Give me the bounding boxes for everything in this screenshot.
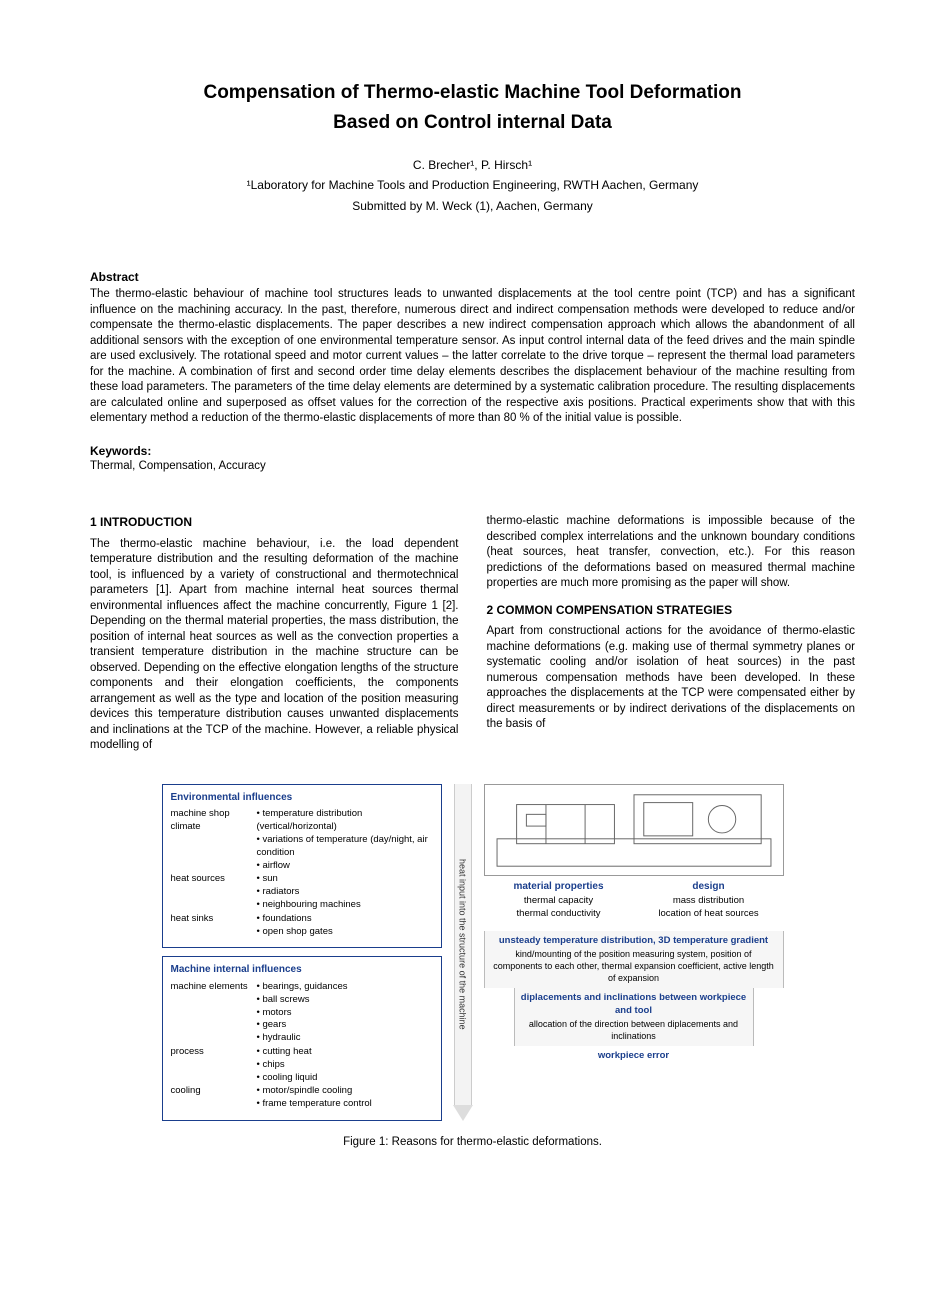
machine-internal-influences-panel: Machine internal influences machine elem… <box>162 956 442 1121</box>
panel-item: cutting heat <box>257 1046 433 1059</box>
heat-input-arrow: heat input into the structure of the mac… <box>452 784 474 1121</box>
panel-item: motor/spindle cooling <box>257 1085 433 1098</box>
panel-row: heat sourcessunradiatorsneighbouring mac… <box>171 873 433 911</box>
design-properties: design mass distribution location of hea… <box>634 880 784 921</box>
panel-item: temperature distribution (vertical/horiz… <box>257 808 433 834</box>
section-2-body: Apart from constructional actions for th… <box>487 624 856 733</box>
funnel-layer-head: diplacements and inclinations between wo… <box>521 992 747 1018</box>
properties-row: material properties thermal capacity the… <box>484 880 784 921</box>
paper-title-line2: Based on Control internal Data <box>90 110 855 136</box>
column-left: 1 INTRODUCTION The thermo-elastic machin… <box>90 514 459 763</box>
panel-row-label: heat sinks <box>171 913 249 939</box>
keywords-body: Thermal, Compensation, Accuracy <box>90 459 855 475</box>
funnel-layer-head: unsteady temperature distribution, 3D te… <box>491 935 777 948</box>
material-prop-line1: thermal capacity <box>488 895 630 908</box>
panel-item: sun <box>257 873 433 886</box>
section-1-heading: 1 INTRODUCTION <box>90 514 459 530</box>
panel-row: heat sinks foundationsopen shop gates <box>171 913 433 939</box>
design-prop-line2: location of heat sources <box>638 908 780 921</box>
panel-item: motors <box>257 1007 433 1020</box>
panel-row-items: cutting heatchipscooling liquid <box>257 1046 433 1084</box>
panel-item: cooling liquid <box>257 1072 433 1085</box>
panel-item: radiators <box>257 886 433 899</box>
panel-item: neighbouring machines <box>257 899 433 912</box>
panel-item: ball screws <box>257 994 433 1007</box>
figure-1: Environmental influences machine shop cl… <box>90 784 855 1151</box>
panel-item: frame temperature control <box>257 1098 433 1111</box>
affiliation: ¹Laboratory for Machine Tools and Produc… <box>90 177 855 193</box>
paper-title-line1: Compensation of Thermo-elastic Machine T… <box>90 80 855 106</box>
funnel-layer: unsteady temperature distribution, 3D te… <box>484 931 784 988</box>
panel-row-items: motor/spindle coolingframe temperature c… <box>257 1085 433 1111</box>
figure-right-panels: material properties thermal capacity the… <box>484 784 784 1121</box>
abstract-heading: Abstract <box>90 269 855 285</box>
col2-continuation: thermo-elastic machine deformations is i… <box>487 514 856 592</box>
panel-item: bearings, guidances <box>257 981 433 994</box>
panel-item: open shop gates <box>257 926 433 939</box>
panel-row-items: temperature distribution (vertical/horiz… <box>257 808 433 872</box>
keywords-heading: Keywords: <box>90 443 855 459</box>
panel-item: airflow <box>257 860 433 873</box>
abstract-body: The thermo-elastic behaviour of machine … <box>90 287 855 427</box>
funnel-layer-body: allocation of the direction between dipl… <box>521 1018 747 1042</box>
design-prop-head: design <box>638 880 780 894</box>
panel-item: gears <box>257 1019 433 1032</box>
panel-row-items: sunradiatorsneighbouring machines <box>257 873 433 911</box>
panel-row-label: machine shop climate <box>171 808 249 872</box>
panel-row-items: bearings, guidancesball screwsmotorsgear… <box>257 981 433 1045</box>
figure-left-panels: Environmental influences machine shop cl… <box>162 784 442 1121</box>
panel-item: chips <box>257 1059 433 1072</box>
panel-row-label: cooling <box>171 1085 249 1111</box>
panel-row: machine elementsbearings, guidancesball … <box>171 981 433 1045</box>
heat-input-label: heat input into the structure of the mac… <box>456 859 468 1030</box>
panel-row-label: machine elements <box>171 981 249 1045</box>
figure-1-caption: Figure 1: Reasons for thermo-elastic def… <box>90 1135 855 1151</box>
panel-row: machine shop climate temperature distribu… <box>171 808 433 872</box>
funnel-diagram: unsteady temperature distribution, 3D te… <box>484 931 784 1121</box>
section-2-heading: 2 COMMON COMPENSATION STRATEGIES <box>487 602 856 618</box>
column-right: thermo-elastic machine deformations is i… <box>487 514 856 763</box>
authors: C. Brecher¹, P. Hirsch¹ <box>90 157 855 173</box>
material-prop-line2: thermal conductivity <box>488 908 630 921</box>
design-prop-line1: mass distribution <box>638 895 780 908</box>
submitted-by: Submitted by M. Weck (1), Aachen, German… <box>90 198 855 214</box>
two-column-body: 1 INTRODUCTION The thermo-elastic machin… <box>90 514 855 763</box>
material-prop-head: material properties <box>488 880 630 894</box>
funnel-layer-body: kind/mounting of the position measuring … <box>491 948 777 984</box>
env-panel-title: Environmental influences <box>171 791 433 805</box>
funnel-layer: diplacements and inclinations between wo… <box>514 988 754 1046</box>
panel-item: variations of temperature (day/night, ai… <box>257 834 433 860</box>
panel-row-label: process <box>171 1046 249 1084</box>
material-properties: material properties thermal capacity the… <box>484 880 634 921</box>
machine-illustration <box>484 784 784 876</box>
panel-row: cooling motor/spindle coolingframe temper… <box>171 1085 433 1111</box>
panel-row-items: foundationsopen shop gates <box>257 913 433 939</box>
machine-icon <box>485 785 783 875</box>
panel-item: foundations <box>257 913 433 926</box>
panel-row-label: heat sources <box>171 873 249 911</box>
environmental-influences-panel: Environmental influences machine shop cl… <box>162 784 442 949</box>
funnel-layer-head: workpiece error <box>565 1050 703 1063</box>
section-1-body: The thermo-elastic machine behaviour, i.… <box>90 537 459 754</box>
panel-row: processcutting heatchipscooling liquid <box>171 1046 433 1084</box>
int-panel-title: Machine internal influences <box>171 963 433 977</box>
panel-item: hydraulic <box>257 1032 433 1045</box>
funnel-layer: workpiece error <box>559 1046 709 1067</box>
